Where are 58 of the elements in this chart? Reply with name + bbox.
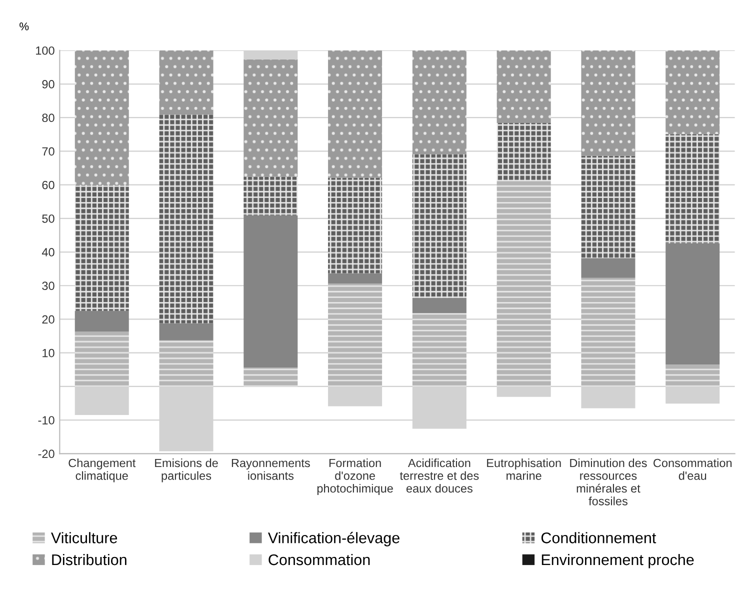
bar	[74, 184, 129, 311]
bar	[666, 364, 720, 386]
legend-label: Distribution	[52, 554, 126, 566]
bar	[496, 50, 551, 123]
x-tick-label: Consommation d'eau	[654, 458, 732, 480]
bar	[74, 332, 129, 386]
x-tick-label: Acidification terrestre et des eaux douces	[400, 458, 479, 493]
x-tick-label: Eutrophisation marine	[487, 458, 561, 480]
bar	[244, 59, 298, 177]
legend-label: Consommation	[268, 554, 370, 566]
y-tick-label: -10	[38, 416, 54, 424]
x-tick-label: Diminution des ressources minérales et fossiles	[570, 458, 647, 506]
x-tick-label: Emisions de particules	[155, 458, 218, 482]
bar	[581, 156, 636, 258]
bar	[159, 340, 214, 386]
bar	[496, 180, 551, 386]
bar	[159, 323, 214, 340]
bar	[74, 50, 129, 185]
y-tick-label: 60	[42, 180, 54, 190]
bar	[244, 176, 298, 216]
y-tick-label: 90	[42, 80, 54, 88]
bar	[581, 50, 636, 156]
y-tick-label: 70	[42, 147, 54, 156]
bar	[159, 50, 214, 115]
x-tick-label: Formation d'ozone photochimique	[317, 458, 393, 495]
bar	[328, 178, 382, 274]
bar	[328, 273, 382, 284]
y-tick-label: 50	[42, 214, 54, 223]
y-tick-label: -20	[38, 450, 54, 458]
bar	[412, 313, 466, 386]
bar	[244, 215, 298, 368]
bar	[159, 114, 214, 324]
bar	[666, 243, 720, 365]
y-tick-label: 40	[42, 248, 54, 256]
legend-label: Conditionnement	[541, 532, 656, 544]
y-axis-title: %	[20, 22, 29, 30]
bar	[581, 258, 636, 278]
x-tick-label: Changement climatique	[68, 458, 136, 482]
bar	[412, 154, 466, 298]
y-tick-label: 100	[36, 46, 54, 55]
y-tick-label: 80	[42, 114, 54, 122]
bar	[581, 278, 636, 386]
bar	[244, 368, 298, 386]
bar	[328, 284, 382, 386]
bar	[74, 310, 129, 332]
legend-label: Viticulture	[51, 532, 118, 544]
legend-label: Vinification-élevage	[268, 532, 400, 546]
y-tick-label: 20	[42, 315, 54, 324]
x-tick-label: Rayonnements ionisants	[232, 458, 310, 480]
legend-label: Environnement proche	[542, 554, 694, 568]
bar	[412, 50, 466, 154]
bar	[328, 50, 382, 178]
bar	[412, 298, 466, 314]
bar	[666, 134, 720, 244]
bar	[666, 50, 720, 134]
y-tick-label: 30	[42, 282, 54, 290]
y-tick-label: 10	[42, 348, 54, 358]
bar	[496, 122, 551, 181]
